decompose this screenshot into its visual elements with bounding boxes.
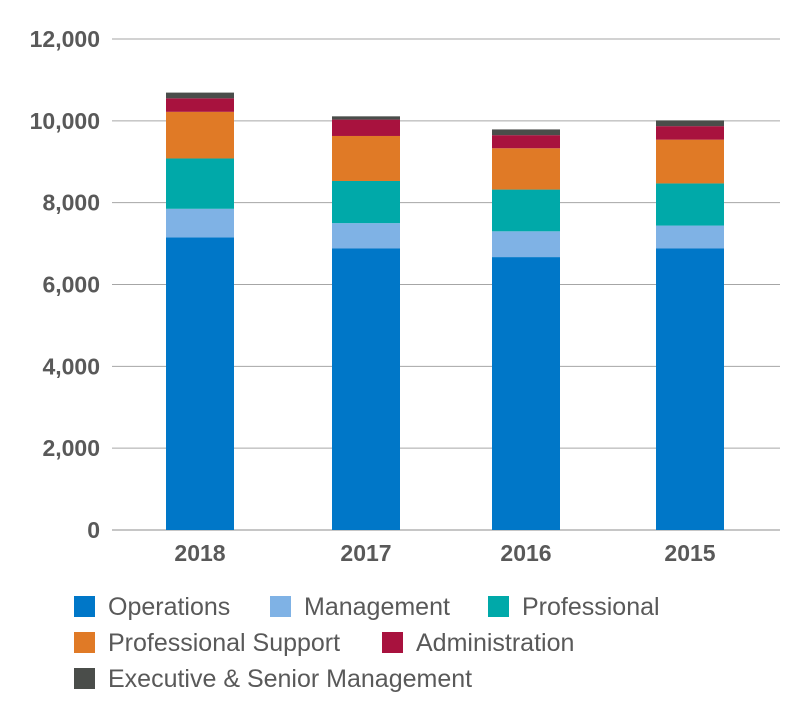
bar-segment-management-2017 <box>332 223 400 249</box>
legend-swatch <box>270 596 291 617</box>
legend-item-operations: Operations <box>74 593 230 621</box>
bar-stack-2017 <box>332 116 400 530</box>
x-tick-label: 2015 <box>664 540 715 566</box>
bars <box>166 92 724 530</box>
x-tick-label: 2017 <box>340 540 391 566</box>
x-axis-ticks: 2018 2017 2016 2015 <box>174 540 715 566</box>
bar-segment-professional-support-2018 <box>166 111 234 159</box>
y-tick-label: 8,000 <box>42 190 100 216</box>
bar-segment-administration-2018 <box>166 98 234 112</box>
bar-segment-professional-support-2016 <box>492 148 560 190</box>
legend: Operations Management Professional Professi… <box>74 593 660 693</box>
bar-segment-operations-2015 <box>656 248 724 530</box>
bar-segment-professional-2016 <box>492 189 560 232</box>
legend-label: Administration <box>416 629 574 657</box>
legend-item-management: Management <box>270 593 450 621</box>
y-tick-label: 6,000 <box>42 272 100 298</box>
legend-item-executive-senior-management: Executive & Senior Management <box>74 665 472 693</box>
legend-swatch <box>74 668 95 689</box>
bar-segment-professional-support-2017 <box>332 135 400 181</box>
bar-segment-management-2015 <box>656 225 724 249</box>
bar-segment-administration-2016 <box>492 135 560 149</box>
bar-segment-professional-2017 <box>332 180 400 224</box>
bar-stack-2016 <box>492 129 560 530</box>
bar-segment-executive-senior-management-2016 <box>492 129 560 136</box>
bar-segment-administration-2015 <box>656 126 724 140</box>
legend-swatch <box>382 632 403 653</box>
y-tick-label: 0 <box>87 517 100 543</box>
bar-segment-executive-senior-management-2018 <box>166 92 234 99</box>
bar-segment-administration-2017 <box>332 119 400 136</box>
legend-label: Executive & Senior Management <box>108 665 472 693</box>
bar-segment-professional-2018 <box>166 158 234 209</box>
legend-label: Professional Support <box>108 629 340 657</box>
legend-label: Management <box>304 593 450 621</box>
legend-item-administration: Administration <box>382 629 574 657</box>
bar-segment-operations-2018 <box>166 237 234 530</box>
legend-item-professional: Professional <box>488 593 660 621</box>
bar-segment-operations-2017 <box>332 248 400 530</box>
bar-segment-professional-2015 <box>656 183 724 226</box>
bar-stack-2015 <box>656 120 724 530</box>
legend-swatch <box>74 596 95 617</box>
x-tick-label: 2016 <box>500 540 551 566</box>
legend-swatch <box>74 632 95 653</box>
y-tick-label: 10,000 <box>30 108 100 134</box>
y-axis-ticks: 0 2,000 4,000 6,000 8,000 10,000 12,000 <box>30 26 100 543</box>
legend-item-professional-support: Professional Support <box>74 629 340 657</box>
x-tick-label: 2018 <box>174 540 225 566</box>
bar-segment-operations-2016 <box>492 257 560 530</box>
legend-swatch <box>488 596 509 617</box>
bar-stack-2018 <box>166 92 234 530</box>
legend-label: Operations <box>108 593 230 621</box>
bar-segment-management-2018 <box>166 208 234 238</box>
legend-label: Professional <box>522 593 660 621</box>
y-tick-label: 4,000 <box>42 353 100 379</box>
y-tick-label: 2,000 <box>42 435 100 461</box>
y-tick-label: 12,000 <box>30 26 100 52</box>
bar-segment-professional-support-2015 <box>656 139 724 184</box>
bar-segment-executive-senior-management-2015 <box>656 120 724 127</box>
bar-segment-management-2016 <box>492 231 560 258</box>
bar-segment-executive-senior-management-2017 <box>332 116 400 120</box>
